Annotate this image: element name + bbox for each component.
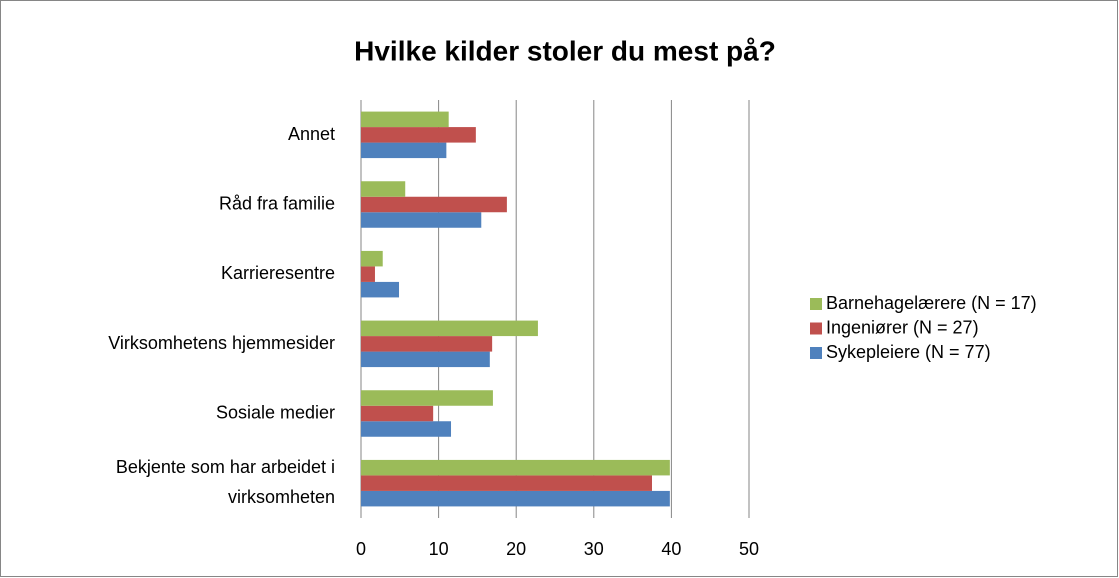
x-tick-label: 30 <box>584 539 604 559</box>
bar <box>361 421 452 437</box>
bar <box>361 142 447 159</box>
y-tick-label: Annet <box>288 124 335 144</box>
bar <box>361 490 670 507</box>
bar <box>361 212 482 228</box>
bar <box>361 390 493 406</box>
x-tick-label: 40 <box>661 539 681 559</box>
bar <box>361 127 476 143</box>
bar <box>361 181 406 197</box>
bar <box>361 475 652 491</box>
x-tick-label: 50 <box>739 539 759 559</box>
legend-label: Ingeniører (N = 27) <box>826 317 979 337</box>
x-tick-label: 20 <box>506 539 526 559</box>
legend-swatch <box>810 322 822 335</box>
chart-title: Hvilke kilder stoler du mest på? <box>354 35 776 66</box>
bar <box>361 459 670 476</box>
bar <box>361 111 449 128</box>
bar <box>361 250 383 267</box>
x-tick-label: 0 <box>356 539 366 559</box>
y-tick-label: Karrieresentre <box>221 263 335 283</box>
y-tick-label: Sosiale medier <box>216 402 335 422</box>
x-tick-label: 10 <box>429 539 449 559</box>
legend-label: Sykepleiere (N = 77) <box>826 342 991 362</box>
y-tick-label: Virksomhetens hjemmesider <box>108 333 335 353</box>
legend-label: Barnehagelærere (N = 17) <box>826 293 1037 313</box>
bar <box>361 320 538 337</box>
bar <box>361 281 400 298</box>
legend-swatch <box>810 347 822 359</box>
legend-swatch <box>810 298 822 310</box>
bar <box>361 196 507 213</box>
bar <box>361 351 490 368</box>
bar <box>361 336 493 352</box>
y-tick-label: Bekjente som har arbeidet i virksomheten <box>116 457 335 507</box>
bar <box>361 266 375 282</box>
y-tick-label: Råd fra familie <box>219 193 335 213</box>
bar <box>361 405 434 422</box>
